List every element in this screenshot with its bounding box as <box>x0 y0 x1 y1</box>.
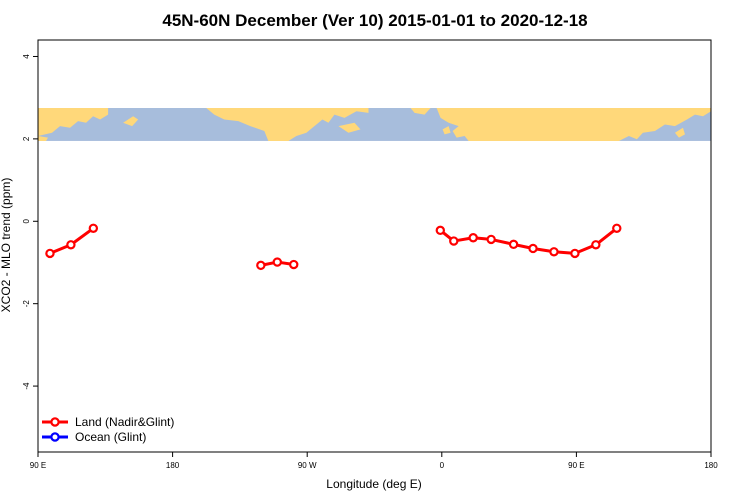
data-point <box>272 257 282 267</box>
x-tick-label: 180 <box>166 461 180 470</box>
plot-frame <box>37 39 712 453</box>
data-point <box>508 239 519 250</box>
legend-marker <box>50 417 60 427</box>
y-tick-label: -2 <box>22 300 31 308</box>
legend-label: Land (Nadir&Glint) <box>75 415 174 429</box>
data-point <box>591 240 601 250</box>
data-point <box>256 260 266 271</box>
x-axis: 90 E 180 90 W 0 90 E 180 <box>30 452 718 470</box>
chart-title: 45N-60N December (Ver 10) 2015-01-01 to … <box>162 11 587 30</box>
data-point <box>289 259 299 270</box>
world-map-band <box>38 107 711 141</box>
data-point <box>88 223 99 233</box>
y-axis: 4 2 0 -2 -4 <box>22 54 38 390</box>
series-line <box>439 227 618 255</box>
legend: Land (Nadir&Glint)Ocean (Glint) <box>42 415 174 444</box>
data-point <box>435 225 446 236</box>
legend-marker <box>50 432 60 442</box>
y-tick-label: -4 <box>22 382 31 390</box>
x-tick-label: 0 <box>440 461 445 470</box>
y-axis-label: XCO2 - MLO trend (ppm) <box>0 178 13 313</box>
data-point <box>486 234 496 245</box>
x-tick-label: 90 E <box>568 461 584 470</box>
x-axis-label: Longitude (deg E) <box>326 477 421 491</box>
series-0 <box>45 223 622 271</box>
data-point <box>45 248 55 259</box>
y-tick-label: 4 <box>22 54 31 59</box>
series-layer <box>45 223 622 271</box>
data-point <box>468 233 478 243</box>
x-tick-label: 180 <box>704 461 718 470</box>
data-point <box>549 247 559 257</box>
data-point <box>570 248 580 259</box>
y-tick-label: 0 <box>22 219 31 224</box>
data-point <box>612 223 622 233</box>
x-tick-label: 90 E <box>30 461 46 470</box>
data-point <box>449 236 459 246</box>
data-point <box>66 240 76 250</box>
y-tick-label: 2 <box>22 136 31 141</box>
legend-label: Ocean (Glint) <box>75 430 146 444</box>
x-tick-label: 90 W <box>298 461 317 470</box>
map-land <box>38 107 711 141</box>
data-point <box>528 243 538 254</box>
